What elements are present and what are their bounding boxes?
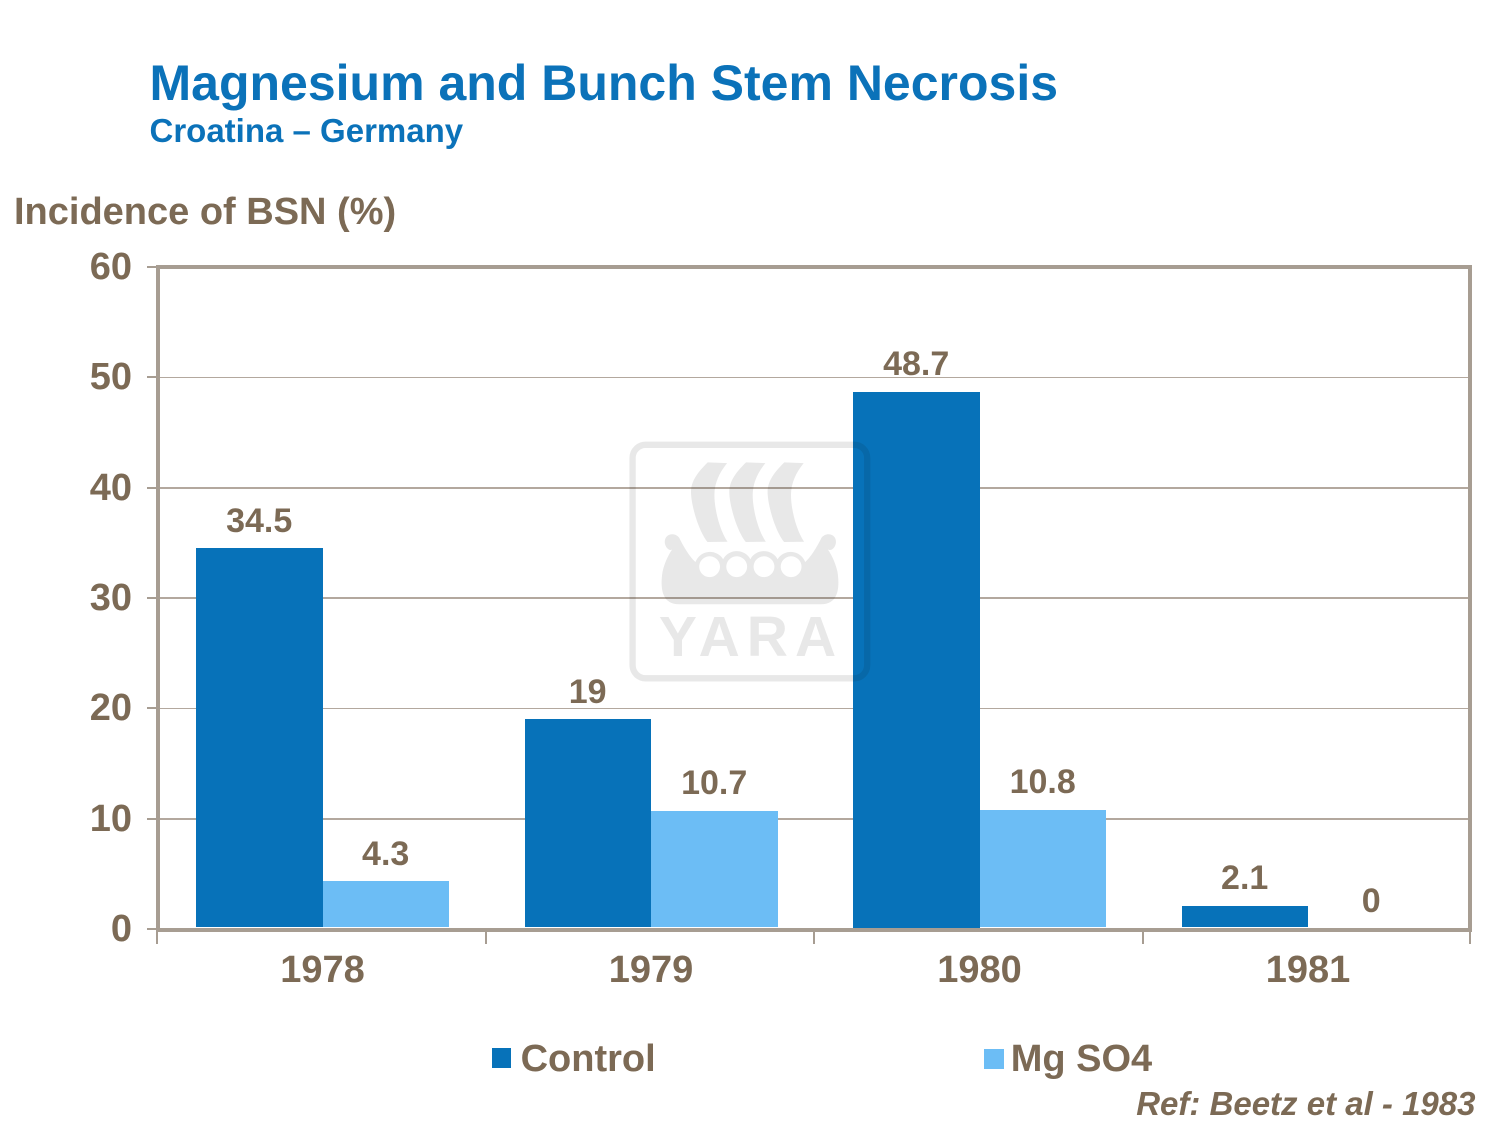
svg-text:YARA: YARA xyxy=(659,605,843,669)
